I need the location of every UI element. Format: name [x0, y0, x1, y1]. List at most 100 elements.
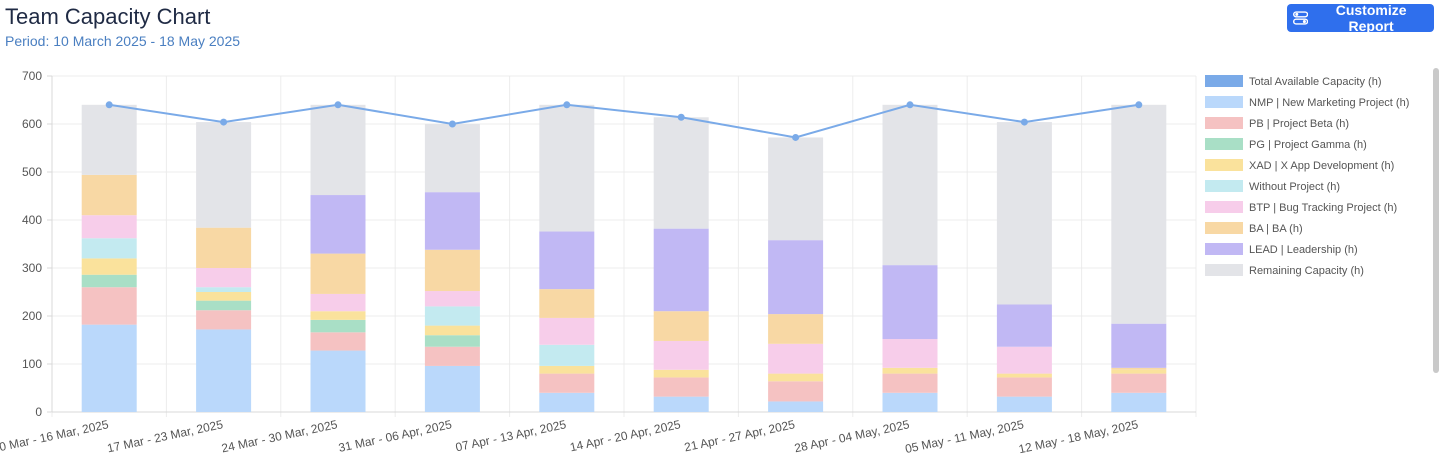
bar-segment	[81, 324, 137, 412]
bar-segment	[310, 332, 366, 351]
bar-segment	[996, 346, 1052, 374]
legend-swatch	[1205, 222, 1243, 234]
legend-label: Without Project (h)	[1249, 181, 1340, 193]
bar-segment	[653, 340, 709, 370]
y-tick-label: 500	[22, 165, 42, 179]
bar-segment	[196, 310, 252, 330]
legend-swatch	[1205, 96, 1243, 108]
customize-report-button[interactable]: Customize Report	[1287, 2, 1434, 34]
legend-swatch	[1205, 243, 1243, 255]
bar-segment	[1111, 323, 1167, 368]
x-tick-label: 21 Apr - 27 Apr, 2025	[683, 417, 797, 454]
capacity-chart: 0 100 200 300 400 500 600 700 10 Mar - 16 Mar, 2…	[0, 69, 1409, 456]
bar-segment	[1111, 392, 1167, 412]
y-tick-label: 100	[22, 357, 42, 371]
bar-segment	[882, 373, 938, 393]
legend-label: PB | Project Beta (h)	[1249, 118, 1349, 130]
total-capacity-point	[1135, 101, 1143, 109]
bar-segment	[653, 228, 709, 312]
bar-segment	[653, 311, 709, 341]
bar-segment	[539, 104, 595, 232]
x-tick-label: 05 May - 11 May, 2025	[904, 417, 1026, 456]
bar-segment	[882, 367, 938, 374]
period-subtitle: Period: 10 March 2025 - 18 May 2025	[5, 33, 241, 49]
bar-segment	[196, 300, 252, 311]
bar-segment	[196, 292, 252, 301]
legend-swatch	[1205, 201, 1243, 213]
bar-segment	[882, 339, 938, 368]
bar-segment	[310, 104, 366, 196]
bar-segment	[81, 258, 137, 275]
bar-segment	[539, 373, 595, 393]
total-capacity-point	[1020, 118, 1028, 126]
x-tick-label: 07 Apr - 13 Apr, 2025	[454, 417, 568, 454]
bar-segment	[424, 346, 480, 366]
bar-segment	[1111, 369, 1167, 374]
y-tick-label: 600	[22, 117, 42, 131]
y-tick-label: 200	[22, 309, 42, 323]
y-tick-label: 0	[35, 405, 42, 419]
x-tick-label: 10 Mar - 16 Mar, 2025	[0, 417, 110, 455]
legend-swatch	[1205, 138, 1243, 150]
bar-segment	[424, 124, 480, 193]
bar-segment	[424, 291, 480, 307]
legend-scrollbar[interactable]	[1433, 68, 1439, 373]
total-capacity-point	[906, 101, 914, 109]
sliders-icon	[1293, 11, 1309, 25]
bar-segment	[424, 365, 480, 412]
bar-segment	[996, 304, 1052, 347]
legend-label: PG | Project Gamma (h)	[1249, 139, 1367, 151]
bar-segment	[424, 335, 480, 347]
customize-report-label: Customize Report	[1335, 2, 1407, 34]
legend-label: Total Available Capacity (h)	[1249, 76, 1381, 88]
total-capacity-point	[220, 118, 228, 126]
legend-swatch	[1205, 75, 1243, 87]
bar-segment	[768, 401, 824, 412]
bar-segment	[81, 174, 137, 216]
y-tick-label: 700	[22, 69, 42, 83]
x-tick-label: 14 Apr - 20 Apr, 2025	[569, 417, 683, 454]
bar-segment	[882, 104, 938, 266]
bar-segment	[539, 289, 595, 318]
legend-label: LEAD | Leadership (h)	[1249, 244, 1358, 256]
bar-segment	[539, 317, 595, 345]
bar-segment	[424, 306, 480, 326]
legend-swatch	[1205, 117, 1243, 129]
bar-segment	[310, 319, 366, 333]
bar-segment	[310, 253, 366, 294]
x-tick-label: 17 Mar - 23 Mar, 2025	[106, 417, 225, 455]
bar-segment	[539, 365, 595, 374]
legend-label: BTP | Bug Tracking Project (h)	[1249, 202, 1397, 214]
bar-segment	[196, 227, 252, 268]
bar-segment	[1111, 104, 1167, 324]
total-capacity-point	[334, 101, 342, 109]
bar-segment	[310, 350, 366, 412]
legend-label: NMP | New Marketing Project (h)	[1249, 97, 1409, 109]
bar-segment	[996, 373, 1052, 378]
page-title: Team Capacity Chart	[5, 4, 211, 29]
x-tick-label: 31 Mar - 06 Apr, 2025	[337, 417, 453, 455]
bar-segment	[196, 287, 252, 292]
legend-swatch	[1205, 180, 1243, 192]
bar-segment	[996, 396, 1052, 412]
bar-segment	[81, 274, 137, 288]
bar-segment	[882, 392, 938, 412]
bar-segment	[196, 122, 252, 228]
bar-segment	[996, 377, 1052, 397]
bar-segment	[768, 137, 824, 241]
bar-segment	[1111, 373, 1167, 393]
total-capacity-point	[677, 113, 685, 121]
bar-segment	[768, 373, 824, 382]
bar-segment	[768, 240, 824, 315]
bar-segment	[424, 249, 480, 292]
x-tick-label: 12 May - 18 May, 2025	[1017, 417, 1139, 456]
bar-segment	[424, 192, 480, 250]
x-tick-label: 24 Mar - 30 Mar, 2025	[220, 417, 339, 455]
total-capacity-point	[563, 101, 571, 109]
legend-label: Remaining Capacity (h)	[1249, 265, 1364, 277]
bar-segment	[996, 122, 1052, 305]
bar-segment	[196, 329, 252, 412]
bar-segment	[310, 293, 366, 312]
bar-segment	[539, 231, 595, 290]
legend-label: BA | BA (h)	[1249, 223, 1303, 235]
